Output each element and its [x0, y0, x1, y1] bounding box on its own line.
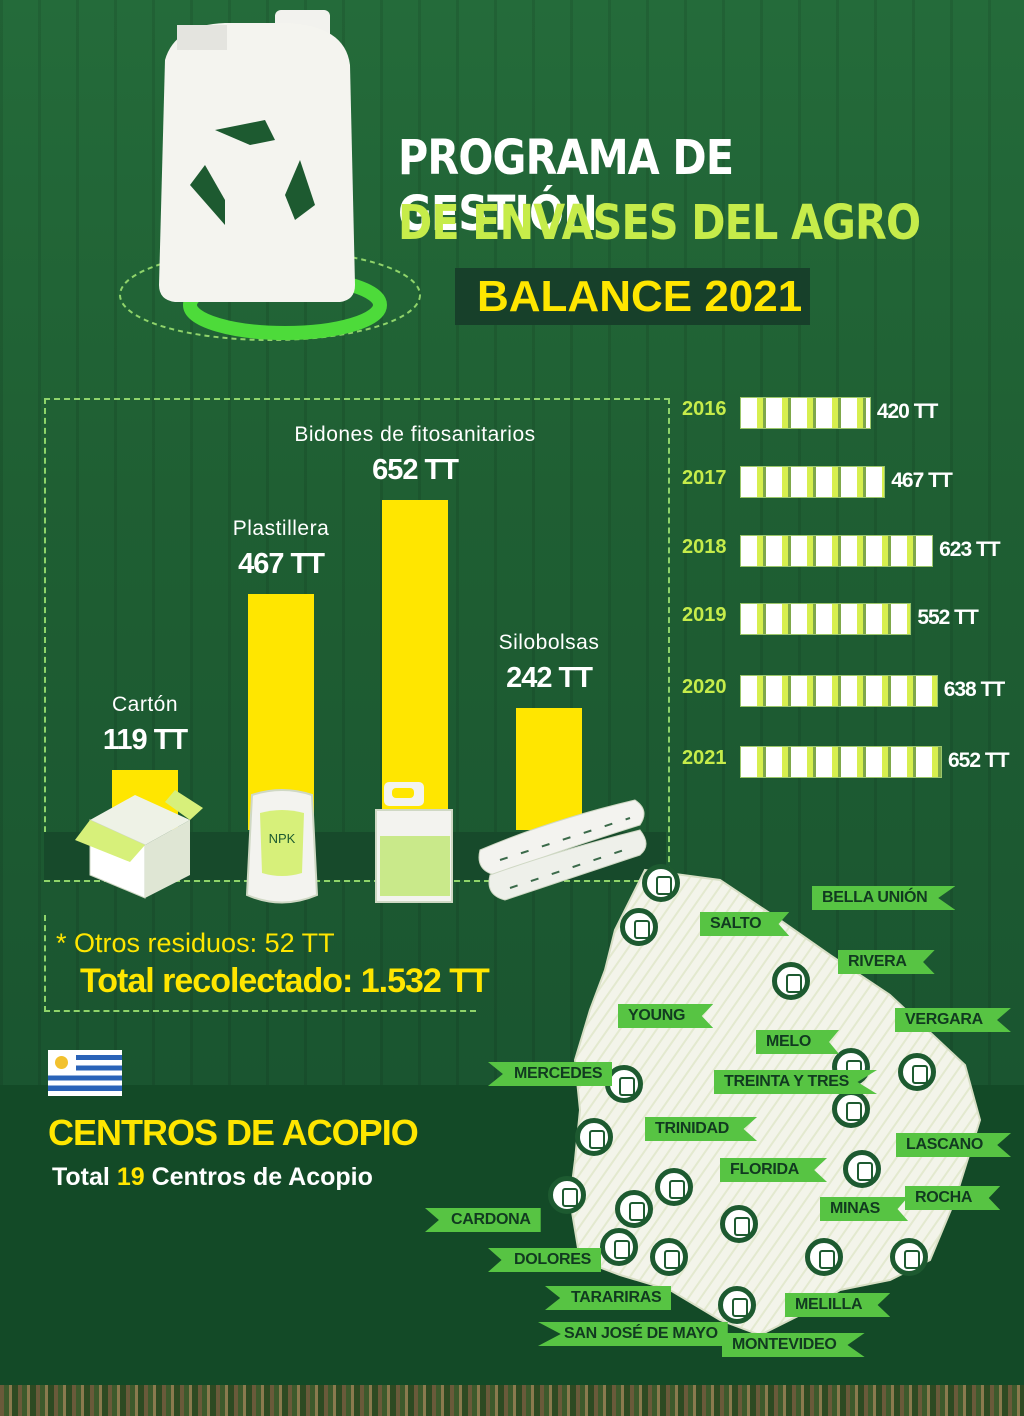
silobolsa-icon [478, 799, 647, 901]
location-tag: MERCEDES [488, 1062, 613, 1086]
collection-center-pin-icon [843, 1150, 881, 1188]
bar-value-label: 242 TT [506, 661, 593, 694]
year-label: 2018 [682, 536, 727, 558]
recycle-jug-icon [119, 10, 421, 341]
collection-center-pin-icon [548, 1176, 586, 1214]
location-tag: SAN JOSÉ DE MAYO [538, 1322, 728, 1346]
year-bar [740, 746, 942, 778]
collection-center-pin-icon [620, 908, 658, 946]
centros-title: CENTROS DE ACOPIO [48, 1112, 419, 1153]
location-tag: VERGARA [895, 1008, 1011, 1032]
title-line-2: DE ENVASES DEL AGRO [398, 195, 921, 251]
title-line-1: PROGRAMA DE GESTIÓN [398, 130, 734, 242]
location-tag: MINAS [820, 1197, 909, 1221]
year-label: 2021 [682, 747, 727, 769]
location-tag: MELO [756, 1030, 840, 1054]
npk-label: NPK [268, 831, 296, 846]
bar-category-label: Cartón [111, 692, 179, 716]
location-tag: MONTEVIDEO [722, 1333, 865, 1357]
location-tag: TARARIRAS [545, 1286, 672, 1310]
bar-value-label: 467 TT [238, 547, 325, 580]
year-value-label: 623 TT [939, 538, 1001, 561]
year-value-label: 420 TT [876, 400, 939, 423]
location-tag: FLORIDA [720, 1158, 828, 1182]
balance-label: BALANCE 2021 [477, 272, 803, 321]
collection-center-pin-icon [720, 1205, 758, 1243]
year-value-label: 467 TT [891, 469, 953, 492]
collection-center-pin-icon [575, 1118, 613, 1156]
fertilizer-bag-icon [245, 789, 319, 904]
centros-count: 19 [116, 1163, 145, 1191]
location-tag: BELLA UNIÓN [812, 886, 956, 910]
collection-center-pin-icon [805, 1238, 843, 1276]
centros-subtitle: Total 19 Centros de Acopio [52, 1163, 373, 1191]
location-tag: CARDONA [425, 1208, 541, 1232]
collection-center-pin-icon [615, 1190, 653, 1228]
cardboard-box-icon [75, 790, 203, 899]
location-tag: DOLORES [488, 1248, 602, 1272]
location-tag: MELILLA [785, 1293, 891, 1317]
year-bar [740, 675, 938, 707]
bar-category-label: Silobolsas [498, 630, 600, 654]
year-bar [740, 397, 871, 429]
bar-value-label: 652 TT [372, 454, 459, 486]
balance-badge: BALANCE 2021 [455, 268, 810, 325]
year-value-label: 638 TT [943, 678, 1006, 701]
location-tag: YOUNG [618, 1004, 714, 1028]
other-residues: * Otros residuos: 52 TT [56, 928, 335, 958]
collection-center-pin-icon [655, 1168, 693, 1206]
location-tag: TRINIDAD [645, 1117, 758, 1141]
year-label: 2017 [682, 467, 727, 489]
year-label: 2020 [682, 676, 727, 698]
collection-center-pin-icon [642, 864, 680, 902]
background-ground [0, 1385, 1024, 1416]
collection-center-pin-icon [832, 1090, 870, 1128]
year-bar [740, 466, 886, 498]
bar-value-label: 119 TT [102, 723, 188, 756]
year-bar [740, 603, 912, 635]
bar-category-label: Plastillera [232, 516, 330, 540]
year-label: 2019 [682, 604, 727, 626]
collection-center-pin-icon [772, 962, 810, 1000]
collection-center-pin-icon [718, 1286, 756, 1324]
collection-center-pin-icon [890, 1238, 928, 1276]
location-tag: RIVERA [838, 950, 935, 974]
bar-4 [516, 707, 582, 830]
location-tag: SALTO [700, 912, 790, 936]
uruguay-flag-icon [48, 1050, 122, 1096]
totals-frame [44, 915, 476, 1012]
location-tag: TREINTA Y TRES [714, 1070, 878, 1094]
year-label: 2016 [682, 398, 727, 420]
collection-center-pin-icon [600, 1228, 638, 1266]
total-collected: Total recolectado: 1.532 TT [80, 962, 490, 1000]
location-tag: LASCANO [896, 1133, 1012, 1157]
year-bar [740, 535, 934, 567]
fitosanitario-jug-icon [375, 782, 453, 903]
collection-center-pin-icon [898, 1053, 936, 1091]
bar-3 [382, 500, 448, 830]
collection-center-pin-icon [650, 1238, 688, 1276]
location-tag: ROCHA [905, 1186, 1001, 1210]
year-value-label: 652 TT [948, 749, 1010, 772]
bar-category-label: Bidones de fitosanitarios [294, 423, 536, 446]
year-value-label: 552 TT [917, 606, 979, 629]
bar-chart-frame [44, 398, 670, 882]
